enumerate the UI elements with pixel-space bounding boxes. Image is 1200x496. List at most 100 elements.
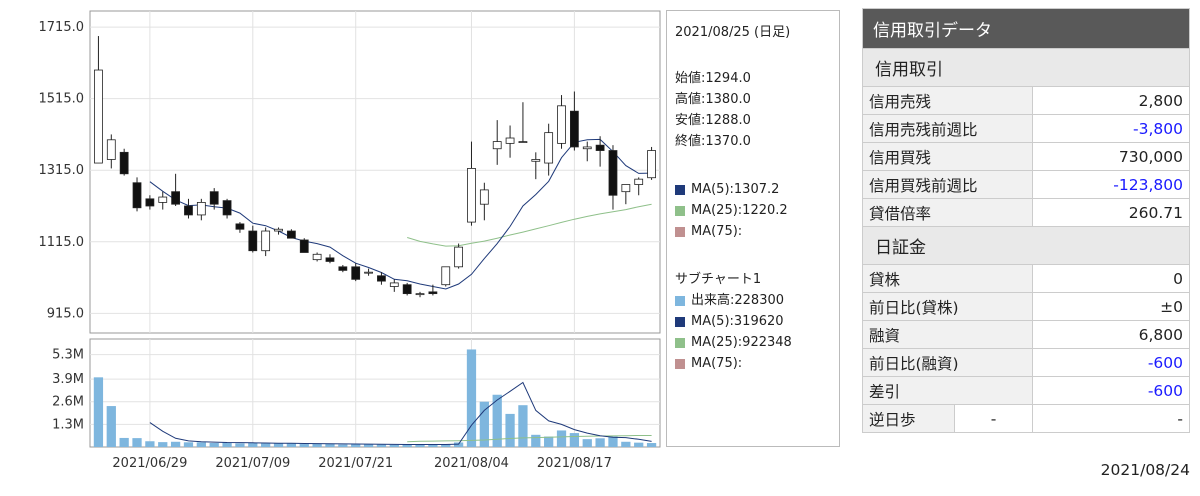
volume-tick-label: 5.3M bbox=[52, 348, 84, 363]
row-value: 6,800 bbox=[1032, 320, 1190, 349]
volume-tick-label: 3.9M bbox=[52, 372, 84, 387]
credit-data-table: 信用取引データ 信用取引 信用売残 2,800 信用売残前週比 -3,800 信用買残 7… bbox=[862, 8, 1190, 433]
candle-body bbox=[299, 239, 309, 253]
candle-body bbox=[518, 141, 528, 143]
volume-tick-label: 1.3M bbox=[52, 417, 84, 432]
legend-item: MA(25):922348 bbox=[675, 332, 792, 353]
candle-body bbox=[569, 110, 579, 148]
row-label: 貸株 bbox=[862, 264, 1033, 293]
volume-bar bbox=[389, 444, 399, 447]
y-tick-label: 1715.0 bbox=[39, 20, 85, 35]
volume-bar bbox=[299, 444, 309, 447]
legend-label: MA(5):319620 bbox=[691, 314, 784, 329]
section-margin-trading: 信用取引 bbox=[862, 48, 1190, 87]
credit-date: 2021/08/24 bbox=[1100, 461, 1190, 479]
row-label: 前日比(融資) bbox=[862, 348, 1033, 377]
x-tick-label: 2021/08/17 bbox=[537, 456, 612, 471]
sub-legend: サブチャート1 出来高:228300 MA(5):319620 MA(25):9… bbox=[675, 269, 792, 374]
volume-bar bbox=[582, 439, 592, 447]
y-tick-label: 1515.0 bbox=[39, 92, 85, 107]
x-tick-label: 2021/07/21 bbox=[318, 456, 393, 471]
row-label: 信用買残前週比 bbox=[862, 170, 1033, 199]
table-row: 信用売残前週比 -3,800 bbox=[862, 114, 1190, 143]
volume-bar bbox=[106, 406, 116, 447]
legend-label: 出来高:228300 bbox=[691, 293, 785, 308]
candle-body bbox=[505, 137, 515, 144]
candle-body bbox=[467, 168, 476, 223]
candle-body bbox=[119, 151, 129, 175]
candle-body bbox=[196, 202, 206, 216]
high-price: 高値:1380.0 bbox=[675, 92, 751, 107]
volume-bar bbox=[363, 444, 374, 447]
candle-body bbox=[454, 246, 464, 268]
candle-body bbox=[428, 291, 438, 295]
chart-info-panel: 2021/08/25 (日足) 始値:1294.0 高値:1380.0 安値:1… bbox=[666, 10, 840, 447]
row-label: 信用売残 bbox=[862, 86, 1033, 115]
legend-swatch bbox=[675, 184, 685, 195]
table-row: 前日比(貸株) ±0 bbox=[862, 292, 1190, 321]
section-jsf: 日証金 bbox=[862, 226, 1190, 265]
volume-bar bbox=[273, 443, 284, 447]
volume-bar bbox=[222, 442, 232, 447]
x-tick-label: 2021/07/09 bbox=[215, 456, 290, 471]
row-label: 差引 bbox=[862, 376, 1033, 405]
candle-body bbox=[634, 178, 644, 185]
legend-label: MA(25):922348 bbox=[691, 335, 792, 350]
volume-bar bbox=[428, 444, 438, 447]
stock-chart: 1715.0 1515.0 1315.0 1115.0 915.0 5.3M 3.9M 2.… bbox=[39, 10, 661, 471]
volume-bar bbox=[608, 436, 618, 447]
volume-bar bbox=[158, 442, 168, 447]
row-value: -3,800 bbox=[1032, 114, 1190, 143]
candle-body bbox=[492, 141, 502, 150]
legend-item: 出来高:228300 bbox=[675, 290, 792, 311]
candle-body bbox=[544, 132, 554, 164]
candle-body bbox=[608, 150, 618, 196]
volume-bar bbox=[261, 443, 271, 447]
legend-item: MA(5):319620 bbox=[675, 311, 792, 332]
credit-title: 信用取引データ bbox=[862, 8, 1190, 49]
legend-swatch bbox=[675, 295, 685, 306]
candle-body bbox=[351, 266, 361, 280]
volume-bar bbox=[415, 444, 425, 447]
candle-body bbox=[531, 159, 541, 162]
volume-bar bbox=[634, 442, 644, 447]
volume-bar bbox=[170, 441, 181, 447]
ohlc-values: 始値:1294.0 高値:1380.0 安値:1288.0 終値:1370.0 bbox=[675, 68, 751, 152]
row-label: 信用売残前週比 bbox=[862, 114, 1033, 143]
legend-item: MA(75): bbox=[675, 221, 788, 242]
candle-body bbox=[557, 105, 566, 144]
volume-bar bbox=[183, 442, 194, 447]
candle-body bbox=[235, 223, 245, 230]
legend-label: MA(75): bbox=[691, 224, 743, 239]
candle-body bbox=[145, 198, 155, 207]
volume-bar bbox=[556, 430, 567, 447]
row-label: 信用買残 bbox=[862, 142, 1033, 171]
volume-bar bbox=[595, 438, 605, 447]
main-plot-area bbox=[89, 10, 661, 334]
volume-bar bbox=[402, 444, 412, 447]
table-row: 信用売残 2,800 bbox=[862, 86, 1190, 115]
table-row: 貸借倍率 260.71 bbox=[862, 198, 1190, 227]
ma25-line bbox=[407, 203, 652, 247]
x-tick-label: 2021/08/04 bbox=[434, 456, 509, 471]
volume-bar bbox=[145, 441, 155, 447]
main-legend: MA(5):1307.2 MA(25):1220.2 MA(75): bbox=[675, 179, 788, 242]
table-row: 融資 6,800 bbox=[862, 320, 1190, 349]
table-row: 信用買残 730,000 bbox=[862, 142, 1190, 171]
legend-item: MA(5):1307.2 bbox=[675, 179, 788, 200]
volume-ma25-line bbox=[407, 435, 652, 443]
volume-bar bbox=[492, 394, 502, 447]
row-label: 貸借倍率 bbox=[862, 198, 1033, 227]
volume-bar bbox=[338, 444, 348, 447]
table-row: 逆日歩 - - bbox=[862, 404, 1190, 433]
candle-body bbox=[94, 69, 103, 164]
candle-body bbox=[158, 196, 168, 203]
table-row: 信用買残前週比 -123,800 bbox=[862, 170, 1190, 199]
table-row: 前日比(融資) -600 bbox=[862, 348, 1190, 377]
row-value: -123,800 bbox=[1032, 170, 1190, 199]
volume-bar bbox=[235, 443, 245, 447]
candle-body bbox=[184, 205, 193, 216]
volume-bar bbox=[286, 443, 297, 447]
volume-ma5-line bbox=[149, 381, 652, 445]
volume-bar bbox=[505, 413, 515, 447]
